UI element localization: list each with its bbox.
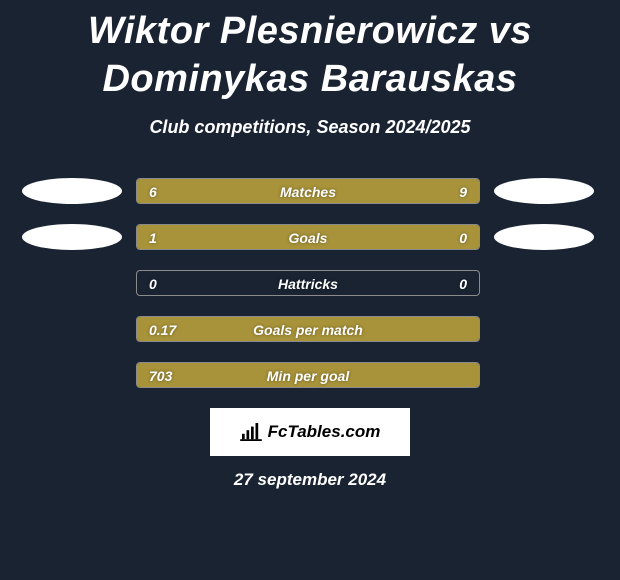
page-title: Wiktor Plesnierowicz vs Dominykas Baraus… [0,8,620,103]
stat-row: 703Min per goal [8,362,612,388]
stat-row: 10Goals [8,224,612,250]
stat-row: 00Hattricks [8,270,612,296]
date-label: 27 september 2024 [0,470,620,490]
bar-area: 00Hattricks [136,270,480,296]
player-left-avatar [22,178,122,204]
bar-area: 0.17Goals per match [136,316,480,342]
chart-icon [240,423,262,441]
subtitle: Club competitions, Season 2024/2025 [0,117,620,138]
stat-label: Goals per match [137,317,479,342]
bar-area: 703Min per goal [136,362,480,388]
stat-row: 69Matches [8,178,612,204]
stats-block: 69Matches 10Goals 00Hattricks 0.17Goals per… [0,178,620,388]
bar-area: 69Matches [136,178,480,204]
brand-text: FcTables.com [268,422,381,442]
bar-area: 10Goals [136,224,480,250]
stat-label: Min per goal [137,363,479,388]
stat-label: Hattricks [137,271,479,296]
stat-label: Matches [137,179,479,204]
player-right-avatar [494,224,594,250]
stat-label: Goals [137,225,479,250]
player-left-avatar [22,224,122,250]
stat-row: 0.17Goals per match [8,316,612,342]
player-right-avatar [494,178,594,204]
brand-box: FcTables.com [210,408,410,456]
comparison-card: Wiktor Plesnierowicz vs Dominykas Baraus… [0,0,620,580]
